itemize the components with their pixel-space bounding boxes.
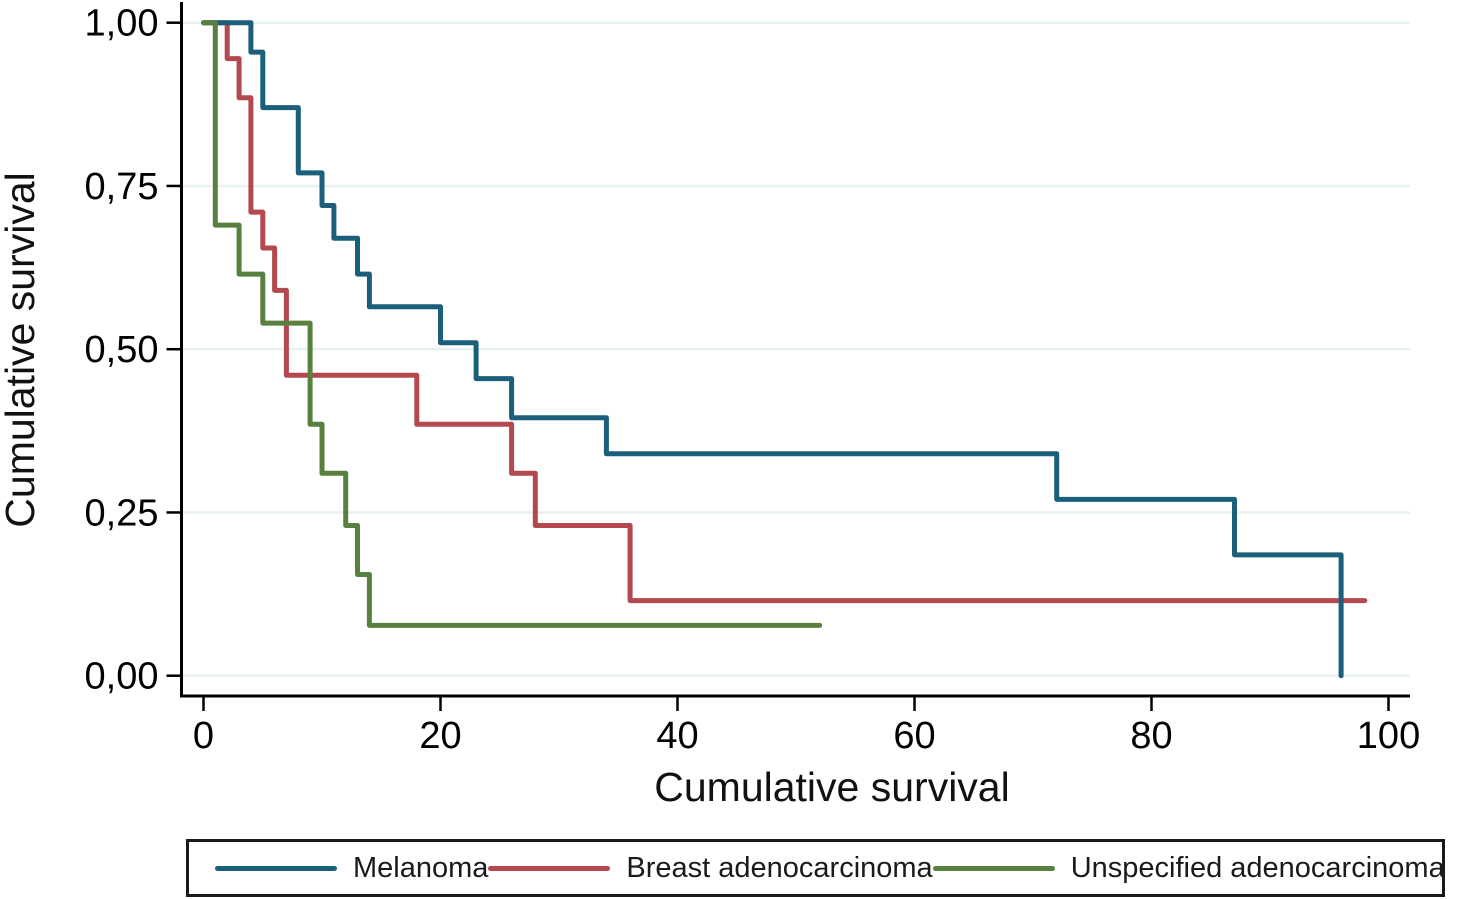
x-tick-label: 60 xyxy=(893,715,935,757)
melanoma-line-sample xyxy=(215,865,337,871)
legend-item-breast-adenocarcinoma: Breast adenocarcinoma xyxy=(488,851,933,885)
legend-label-breast-adenocarcinoma: Breast adenocarcinoma xyxy=(626,851,933,884)
series-line-melanoma xyxy=(201,20,1344,679)
legend-label-melanoma: Melanoma xyxy=(353,851,489,884)
kaplan-meier-chart: 0,00 0,25 0,50 0,75 1,00 0 20 40 60 80 100 Cumulati… xyxy=(0,2,1420,810)
series-line-breast-adenocarcinoma xyxy=(201,20,1368,604)
y-tick-label: 0,50 xyxy=(85,329,159,371)
series-line-unspecified-adenocarcinoma xyxy=(201,20,823,628)
y-tick-label: 1,00 xyxy=(85,3,159,45)
legend-label-unspecified-adenocarcinoma: Unspecified adenocarcinoma xyxy=(1070,851,1445,884)
x-tick-label: 100 xyxy=(1357,715,1420,757)
y-axis-title: Cumulative survival xyxy=(0,172,43,527)
legend-item-unspecified-adenocarcinoma: Unspecified adenocarcinoma xyxy=(932,851,1445,885)
y-tick-label: 0,00 xyxy=(85,656,159,698)
chart-legend: Melanoma Breast adenocarcinoma Unspecifi… xyxy=(186,839,1445,897)
y-tick-label: 0,75 xyxy=(85,166,159,208)
x-tick-label: 80 xyxy=(1130,715,1172,757)
breast-adenocarcinoma-line-sample xyxy=(488,865,611,871)
x-tick-label: 40 xyxy=(656,715,698,757)
x-axis-title: Cumulative survival xyxy=(654,764,1009,810)
legend-item-melanoma: Melanoma xyxy=(215,852,488,885)
x-tick-label: 20 xyxy=(419,715,461,757)
x-tick-label: 0 xyxy=(193,715,214,757)
unspecified-adenocarcinoma-line-sample xyxy=(932,865,1055,871)
y-tick-label: 0,25 xyxy=(85,492,159,534)
